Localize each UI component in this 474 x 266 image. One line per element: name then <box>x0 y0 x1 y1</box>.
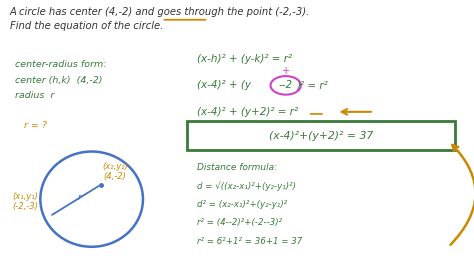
Text: (x₁,y₁)
(-2,-3): (x₁,y₁) (-2,-3) <box>12 192 38 211</box>
Text: (x₂,y₂)
(4,-2): (x₂,y₂) (4,-2) <box>102 162 128 181</box>
Text: r² = 6²+1² = 36+1 = 37: r² = 6²+1² = 36+1 = 37 <box>197 237 302 246</box>
Text: (x-4)²+(y+2)² = 37: (x-4)²+(y+2)² = 37 <box>269 131 374 141</box>
Text: radius  r: radius r <box>15 92 54 101</box>
Text: (x-h)² + (y-k)² = r²: (x-h)² + (y-k)² = r² <box>197 54 292 64</box>
Text: (x-4)² + (y+2)² = r²: (x-4)² + (y+2)² = r² <box>197 107 298 117</box>
Text: --2: --2 <box>278 80 292 90</box>
Text: center-radius form:: center-radius form: <box>15 60 106 69</box>
Text: A circle has center (4,-2) and goes through the point (-2,-3).: A circle has center (4,-2) and goes thro… <box>10 7 310 17</box>
Text: r: r <box>78 193 82 202</box>
Text: +: + <box>282 66 290 76</box>
Text: r² = (4--2)²+(-2--3)²: r² = (4--2)²+(-2--3)² <box>197 218 282 227</box>
Text: d² = (x₂-x₁)²+(y₂-y₁)²: d² = (x₂-x₁)²+(y₂-y₁)² <box>197 200 287 209</box>
Text: Distance formula:: Distance formula: <box>197 163 277 172</box>
Text: center (h,k)  (4,-2): center (h,k) (4,-2) <box>15 76 102 85</box>
Text: r = ?: r = ? <box>24 120 47 130</box>
Text: )² = r²: )² = r² <box>297 80 328 90</box>
Text: d = √((x₂-x₁)²+(y₂-y₁)²): d = √((x₂-x₁)²+(y₂-y₁)²) <box>197 181 296 191</box>
Text: (x-4)² + (y: (x-4)² + (y <box>197 80 251 90</box>
Text: Find the equation of the circle.: Find the equation of the circle. <box>10 20 163 31</box>
